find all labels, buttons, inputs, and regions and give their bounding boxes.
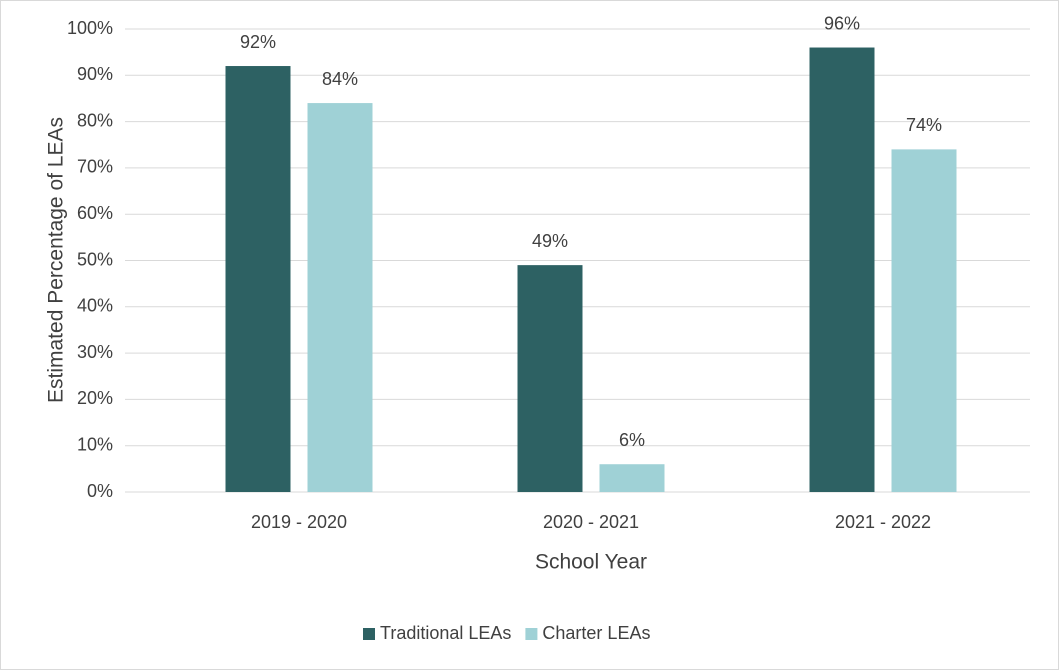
y-axis-title: Estimated Percentage of LEAs xyxy=(45,117,68,403)
bar xyxy=(891,149,957,492)
x-axis-title: School Year xyxy=(535,551,647,574)
legend-label: Charter LEAs xyxy=(542,623,650,643)
y-tick-label: 80% xyxy=(77,110,113,130)
legend-swatch xyxy=(525,628,538,640)
y-tick-label: 30% xyxy=(77,342,113,362)
y-tick-label: 70% xyxy=(77,157,113,177)
data-label: 96% xyxy=(824,13,860,33)
data-label: 84% xyxy=(322,69,358,89)
y-tick-label: 90% xyxy=(77,64,113,84)
data-label: 92% xyxy=(240,32,276,52)
data-label: 74% xyxy=(906,115,942,135)
legend-label: Traditional LEAs xyxy=(380,623,511,643)
data-label: 6% xyxy=(619,430,645,450)
bar xyxy=(599,464,665,492)
y-tick-label: 0% xyxy=(87,481,113,501)
x-tick-label: 2020 - 2021 xyxy=(543,512,639,532)
bar xyxy=(809,47,875,493)
legend-swatch xyxy=(363,628,375,640)
bar xyxy=(517,265,583,492)
y-tick-label: 60% xyxy=(77,203,113,223)
y-tick-label: 50% xyxy=(77,249,113,269)
y-tick-label: 100% xyxy=(67,18,113,38)
y-tick-label: 20% xyxy=(77,388,113,408)
x-tick-label: 2019 - 2020 xyxy=(251,512,347,532)
x-tick-label: 2021 - 2022 xyxy=(835,512,931,532)
data-label: 49% xyxy=(532,231,568,251)
bar xyxy=(307,103,373,492)
y-tick-label: 40% xyxy=(77,296,113,316)
y-tick-label: 10% xyxy=(77,434,113,454)
bar xyxy=(225,66,291,492)
